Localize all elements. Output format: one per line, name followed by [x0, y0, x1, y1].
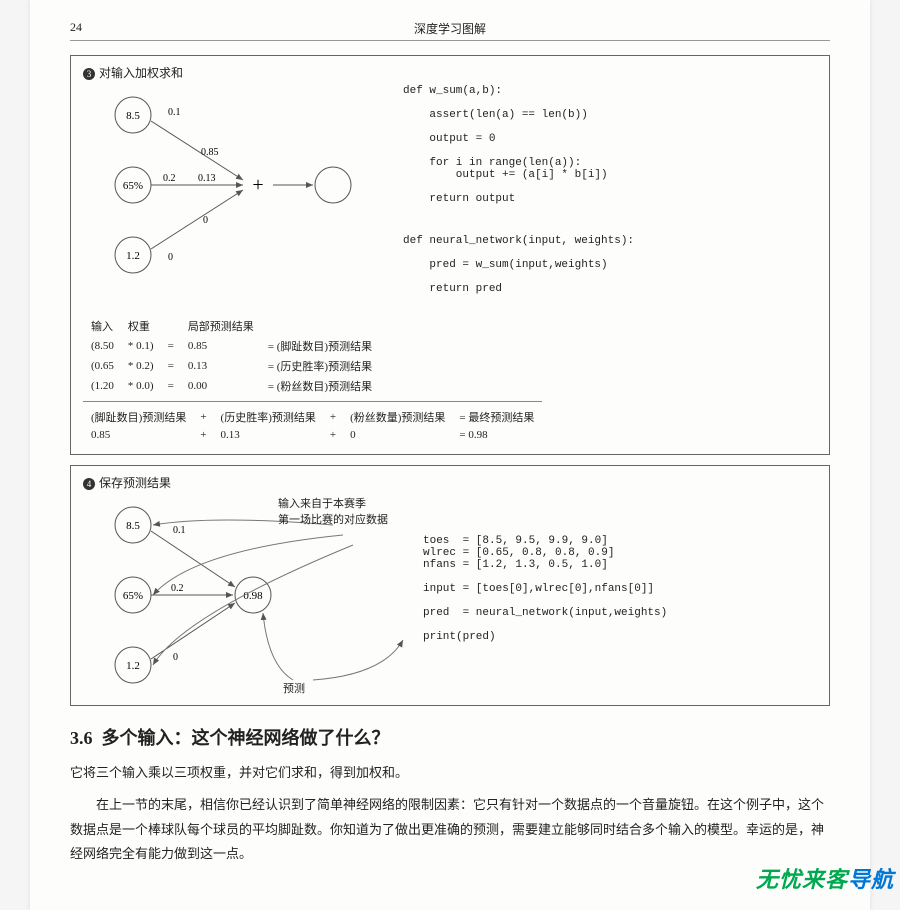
- svg-text:0: 0: [173, 652, 178, 663]
- panel-4-title: 4 保存预测结果: [83, 474, 817, 491]
- section-lead: 它将三个输入乘以三项权重，并对它们求和，得到加权和。: [70, 762, 830, 781]
- svg-text:65%: 65%: [123, 180, 143, 192]
- svg-text:1.2: 1.2: [126, 250, 140, 262]
- section-paragraph: 在上一节的末尾，相信你已经认识到了简单神经网络的限制因素：它只有针对一个数据点的…: [70, 793, 830, 867]
- note-bottom: 预测: [283, 680, 305, 696]
- svg-text:0.1: 0.1: [168, 107, 181, 118]
- diagram-save-pred: 输入来自于本赛季 第一场比赛的对应数据 8.5 65% 1.2 0.98 0.1…: [83, 495, 817, 695]
- svg-text:0.98: 0.98: [243, 590, 263, 602]
- panel-3-title: 3 对输入加权求和: [83, 64, 817, 81]
- svg-text:8.5: 8.5: [126, 520, 140, 532]
- page-header: 24 深度学习图解: [70, 20, 830, 41]
- panel-3-title-text: 对输入加权求和: [99, 66, 183, 80]
- svg-text:0: 0: [168, 252, 173, 263]
- watermark: 无忧来客导航: [756, 862, 894, 894]
- note-top: 输入来自于本赛季 第一场比赛的对应数据: [278, 495, 388, 527]
- svg-text:0.85: 0.85: [201, 147, 219, 158]
- bullet-4-icon: 4: [83, 478, 95, 490]
- diagram-weighted-sum: 8.5 65% 1.2 + 0.1 0.85 0.2 0.13 0 0 def …: [83, 85, 817, 315]
- panel-4-title-text: 保存预测结果: [99, 476, 171, 490]
- code-nn: def neural_network(input, weights): pred…: [403, 235, 634, 295]
- th-input: 输入: [85, 317, 120, 335]
- page: 24 深度学习图解 3 对输入加权求和 8.5 65% 1.2 + 0.1: [30, 0, 870, 910]
- section-number: 3.6: [70, 728, 93, 748]
- svg-text:+: +: [252, 174, 263, 196]
- nn-diagram-3: 8.5 65% 1.2 + 0.1 0.85 0.2 0.13 0 0: [83, 85, 383, 285]
- sum-table: (脚趾数目)预测结果 + (历史胜率)预测结果 + (粉丝数量)预测结果 = 最…: [83, 401, 542, 444]
- page-number: 24: [70, 20, 82, 35]
- watermark-part1: 无忧来客: [756, 867, 848, 892]
- th-local: 局部预测结果: [182, 317, 260, 335]
- calc-table: 输入 权重 局部预测结果 (8.50* 0.1)=0.85= (脚趾数目)预测结…: [83, 315, 380, 397]
- svg-text:8.5: 8.5: [126, 110, 140, 122]
- svg-text:1.2: 1.2: [126, 660, 140, 672]
- section-heading: 3.6 多个输入：这个神经网络做了什么？: [70, 724, 830, 750]
- bullet-3-icon: 3: [83, 68, 95, 80]
- svg-text:65%: 65%: [123, 590, 143, 602]
- watermark-part2: 导航: [848, 867, 894, 892]
- section-title: 多个输入：这个神经网络做了什么？: [102, 728, 390, 748]
- code-wsum: def w_sum(a,b): assert(len(a) == len(b))…: [403, 85, 608, 205]
- svg-text:0.1: 0.1: [173, 525, 186, 536]
- th-weight: 权重: [122, 317, 160, 335]
- svg-text:0.2: 0.2: [163, 173, 176, 184]
- code-pred: toes = [8.5, 9.5, 9.9, 9.0] wlrec = [0.6…: [423, 535, 667, 643]
- svg-text:0.13: 0.13: [198, 173, 216, 184]
- svg-text:0.2: 0.2: [171, 583, 184, 594]
- panel-save-pred: 4 保存预测结果 输入来自于本赛季 第一场比赛的对应数据 8.5 65% 1.2 …: [70, 465, 830, 706]
- panel-weighted-sum: 3对输入加权求和 8.5 65% 1.2 + 0.1 0.85 0.2 0.: [70, 55, 830, 455]
- svg-text:0: 0: [203, 215, 208, 226]
- book-title: 深度学习图解: [414, 20, 486, 37]
